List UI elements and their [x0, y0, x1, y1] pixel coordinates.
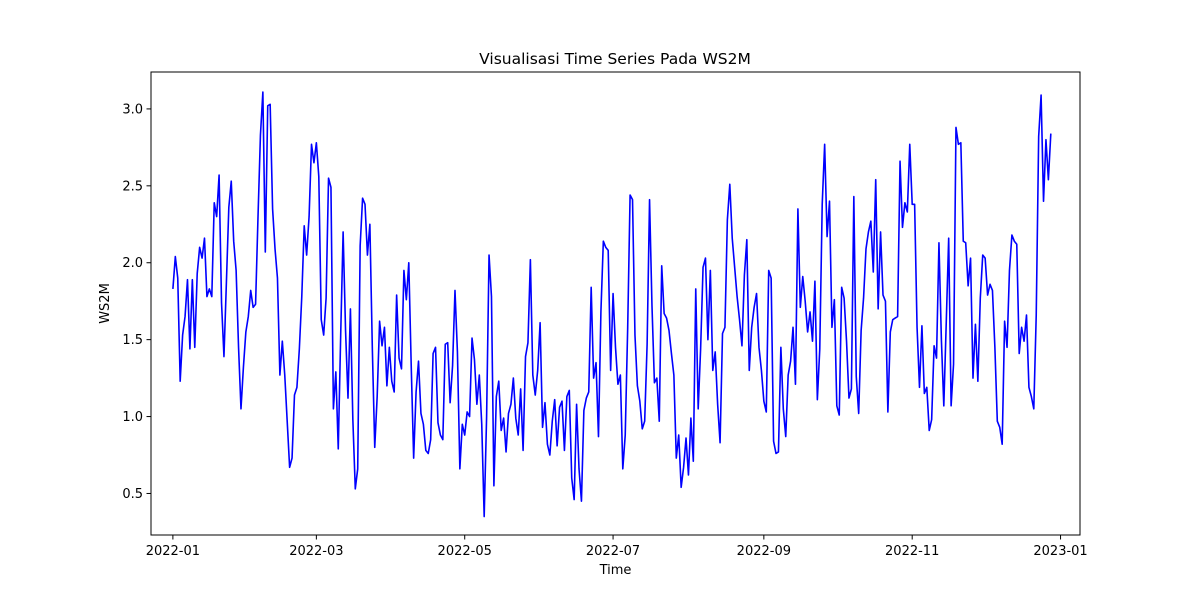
plot-background: [151, 72, 1080, 535]
x-tick-label: 2022-11: [885, 544, 939, 559]
x-tick-label: 2022-07: [586, 544, 640, 559]
y-tick-label: 3.0: [122, 102, 143, 117]
y-tick-label: 0.5: [122, 487, 143, 502]
y-tick-label: 2.0: [122, 256, 143, 271]
y-tick-label: 2.5: [122, 179, 143, 194]
x-tick-label: 2022-09: [737, 544, 791, 559]
y-tick-label: 1.0: [122, 410, 143, 425]
y-tick-label: 1.5: [122, 333, 143, 348]
x-tick-label: 2022-01: [146, 544, 200, 559]
x-axis: 2022-01 2022-03 2022-05 2022-07 2022-09 2022-…: [146, 535, 1088, 559]
plot-area: 0.5 1.0 1.5 2.0 2.5 3.0 2022-01 2022-03 2022-05…: [122, 71, 1088, 559]
x-tick-label: 2022-03: [289, 544, 343, 559]
chart-title: Visualisasi Time Series Pada WS2M: [479, 50, 751, 68]
plot-frame: [150, 71, 1081, 536]
series-line-0: [172, 91, 1052, 518]
y-axis: 0.5 1.0 1.5 2.0 2.5 3.0: [122, 102, 151, 502]
x-tick-label: 2022-05: [438, 544, 492, 559]
x-tick-label: 2023-01: [1033, 544, 1087, 559]
series-layer: [172, 91, 1052, 518]
y-axis-label: WS2M: [98, 283, 113, 324]
x-axis-label: Time: [599, 563, 632, 578]
